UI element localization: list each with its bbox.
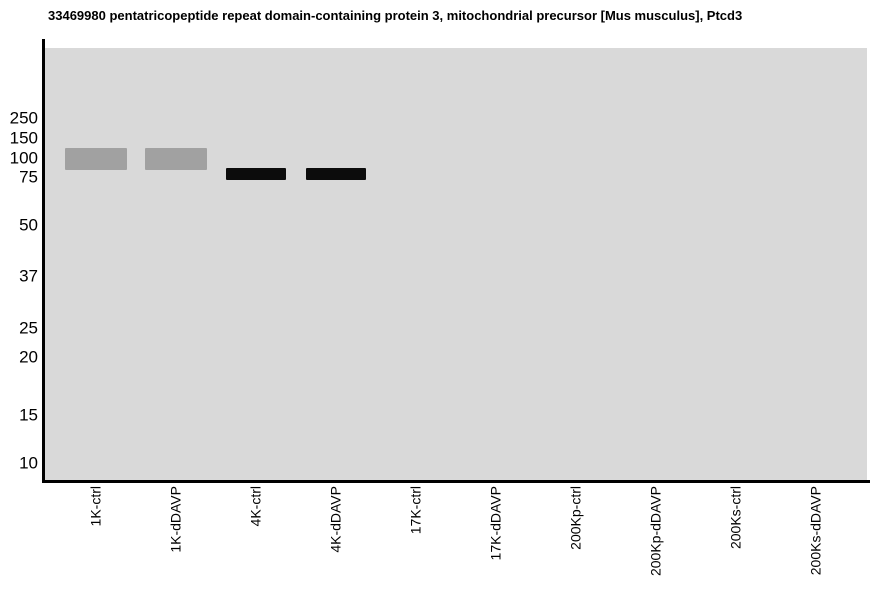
- y-tick-label: 50: [19, 215, 38, 235]
- x-axis-line: [42, 480, 870, 483]
- lane-label: 1K-dDAVP: [167, 486, 184, 553]
- lane-label: 4K-ctrl: [247, 486, 264, 527]
- lane-label: 1K-ctrl: [87, 486, 104, 527]
- protein-band: [65, 148, 127, 171]
- lane-label: 4K-dDAVP: [327, 486, 344, 553]
- y-tick-label: 25: [19, 318, 38, 338]
- y-tick-label: 100: [9, 148, 38, 168]
- lane-label: 200Kp-ctrl: [567, 486, 584, 550]
- y-axis-line: [42, 39, 45, 483]
- y-tick-label: 250: [9, 108, 38, 128]
- lane-label: 17K-ctrl: [407, 486, 424, 535]
- protein-band: [226, 168, 286, 181]
- y-tick-label: 10: [19, 453, 38, 473]
- figure-title: 33469980 pentatricopeptide repeat domain…: [48, 8, 743, 23]
- y-tick-label: 75: [19, 167, 38, 187]
- y-tick-label: 150: [9, 128, 38, 148]
- protein-band: [145, 148, 207, 171]
- lane-label: 200Ks-ctrl: [727, 486, 744, 550]
- protein-band: [306, 168, 366, 181]
- y-tick-label: 37: [19, 266, 38, 286]
- lane-label: 200Kp-dDAVP: [647, 486, 664, 577]
- plot-area: [45, 48, 867, 480]
- lane-label: 200Ks-dDAVP: [807, 486, 824, 576]
- y-tick-label: 20: [19, 347, 38, 367]
- y-tick-label: 15: [19, 405, 38, 425]
- lane-label: 17K-dDAVP: [487, 486, 504, 561]
